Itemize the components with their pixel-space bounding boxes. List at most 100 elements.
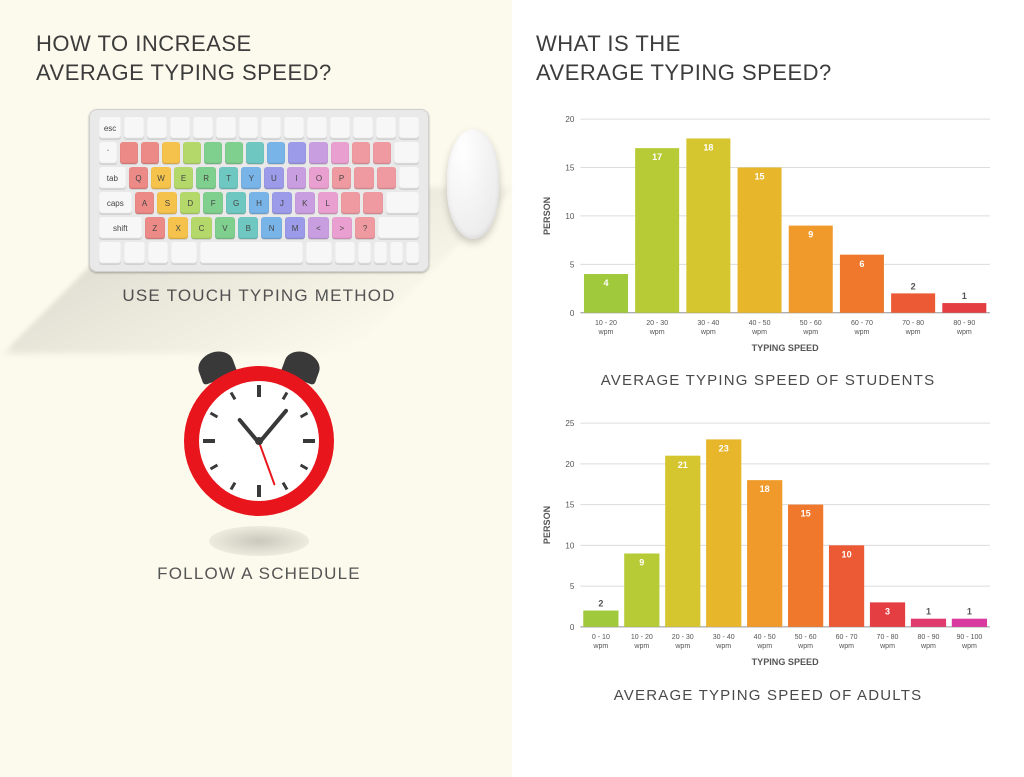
svg-text:40 - 50: 40 - 50 [749,320,771,327]
keyboard-key: ` [99,142,117,164]
keyboard-key: T [219,167,239,189]
alarm-clock-icon [184,366,334,516]
svg-text:1: 1 [962,291,967,301]
svg-text:60 - 70: 60 - 70 [836,634,858,641]
svg-text:90 - 100: 90 - 100 [956,634,982,641]
svg-text:wpm: wpm [920,643,936,650]
keyboard-key: D [180,192,200,214]
svg-text:10: 10 [842,550,852,560]
keyboard-key: ? [355,217,375,239]
charts-container: 05101520410 - 20wpm1720 - 30wpm1830 - 40… [536,109,1000,703]
keyboard-key: M [285,217,305,239]
svg-text:wpm: wpm [853,329,869,336]
bar [747,480,782,627]
bar [788,505,823,627]
keyboard-key [354,167,374,189]
keyboard-key: caps [99,192,132,214]
svg-text:18: 18 [703,143,713,153]
left-title-line2: AVERAGE TYPING SPEED? [36,60,332,85]
keyboard-key: V [215,217,235,239]
svg-text:TYPING SPEED: TYPING SPEED [752,343,819,353]
keyboard-key [358,242,371,264]
keyboard-key [171,242,197,264]
svg-text:10: 10 [565,542,574,551]
bar [706,440,741,627]
bar [891,294,935,313]
keyboard-key [162,142,180,164]
keyboard-key [378,217,419,239]
svg-text:2: 2 [911,282,916,292]
keyboard-key: A [135,192,155,214]
keyboard-key: Q [129,167,149,189]
right-title-line2: AVERAGE TYPING SPEED? [536,60,832,85]
svg-text:15: 15 [565,501,574,510]
keyboard-key [374,242,387,264]
svg-text:9: 9 [639,558,644,568]
right-title: WHAT IS THE AVERAGE TYPING SPEED? [536,30,1000,87]
bar [665,456,700,627]
keyboard-key: Y [241,167,261,189]
keyboard-key [309,142,327,164]
right-panel: WHAT IS THE AVERAGE TYPING SPEED? 051015… [512,0,1024,777]
keyboard-key: F [203,192,223,214]
svg-text:25: 25 [565,419,574,428]
svg-text:17: 17 [652,152,662,162]
svg-text:2: 2 [598,599,603,609]
svg-text:20: 20 [565,115,574,124]
keyboard-key [216,117,236,139]
keyboard-key [124,242,144,264]
keyboard-key [147,117,167,139]
svg-text:15: 15 [755,172,765,182]
right-title-line1: WHAT IS THE [536,31,681,56]
bar [635,148,679,313]
bar [911,619,946,627]
keyboard-key [399,117,419,139]
keyboard-key: S [157,192,177,214]
left-panel: HOW TO INCREASE AVERAGE TYPING SPEED? es… [0,0,512,777]
keyboard-key [124,117,144,139]
svg-text:20: 20 [565,460,574,469]
bar-chart: 05101520410 - 20wpm1720 - 30wpm1830 - 40… [536,109,1000,389]
svg-text:30 - 40: 30 - 40 [697,320,719,327]
keyboard-key: G [226,192,246,214]
svg-text:10: 10 [565,212,574,221]
svg-text:20 - 30: 20 - 30 [646,320,668,327]
svg-text:wpm: wpm [700,329,716,336]
keyboard-key: < [308,217,328,239]
keyboard-key [331,142,349,164]
keyboard-key [377,167,397,189]
keyboard-key: Z [145,217,165,239]
chart-caption: AVERAGE TYPING SPEED OF STUDENTS [536,372,1000,389]
svg-text:9: 9 [808,230,813,240]
bar [583,611,618,627]
keyboard-key: tab [99,167,126,189]
svg-text:21: 21 [678,460,688,470]
keyboard-key: N [261,217,281,239]
keyboard-key [307,117,327,139]
keyboard-key [141,142,159,164]
keyboard-key [394,142,419,164]
keyboard-key: I [287,167,307,189]
svg-text:50 - 60: 50 - 60 [795,634,817,641]
keyboard-key [284,117,304,139]
svg-text:6: 6 [859,259,864,269]
keyboard-key [390,242,403,264]
keyboard-key: shift [99,217,142,239]
keyboard-key [99,242,121,264]
keyboard-key [335,242,355,264]
keyboard-key [148,242,168,264]
keyboard-key: O [309,167,329,189]
left-title: HOW TO INCREASE AVERAGE TYPING SPEED? [36,30,482,87]
keyboard-key [399,167,419,189]
keyboard-key: H [249,192,269,214]
svg-text:wpm: wpm [592,643,608,650]
keyboard-key: R [196,167,216,189]
tip2-caption: FOLLOW A SCHEDULE [36,564,482,584]
svg-text:wpm: wpm [838,643,854,650]
keyboard-key [183,142,201,164]
keyboard-key [200,242,302,264]
svg-text:70 - 80: 70 - 80 [902,320,924,327]
svg-text:10 - 20: 10 - 20 [595,320,617,327]
keyboard-key [267,142,285,164]
keyboard-key [225,142,243,164]
